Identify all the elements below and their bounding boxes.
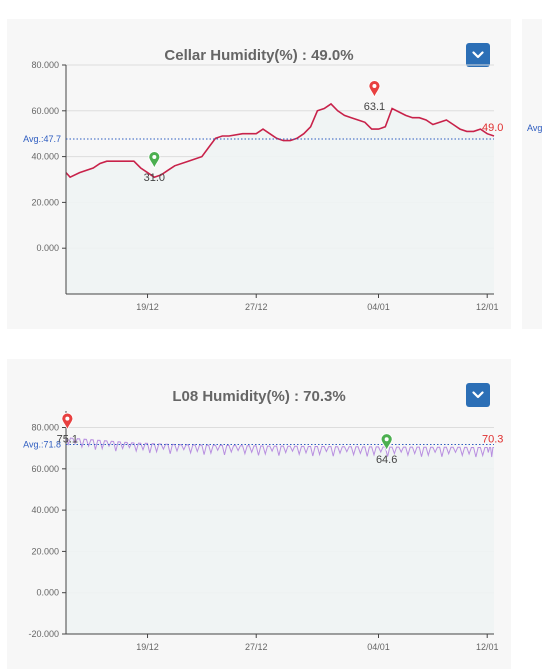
area-fill bbox=[66, 437, 494, 634]
y-tick-label: 0.000 bbox=[36, 243, 59, 253]
humidity-chart: 80.000 60.000 40.000 20.000 0.000 19/12 27/12 0… bbox=[23, 60, 503, 312]
last-value-label: 49.0 bbox=[482, 122, 503, 134]
chart-card-cellar-humidity: Cellar Humidity(%) : 49.0% 80.000 60.000 4… bbox=[7, 19, 511, 329]
y-tick-label: 40.000 bbox=[31, 152, 59, 162]
pin-dot bbox=[65, 416, 70, 421]
avg-label: Avg bbox=[527, 123, 542, 133]
series-line bbox=[65, 102, 495, 179]
x-tick-label: 19/12 bbox=[136, 642, 159, 652]
x-tick-label: 27/12 bbox=[245, 642, 268, 652]
pin-dot bbox=[384, 437, 389, 442]
max-pin-icon bbox=[368, 80, 381, 99]
last-value-label: 70.3 bbox=[482, 434, 503, 446]
min-marker-label: 31.0 bbox=[144, 172, 165, 184]
y-tick-label: 0.000 bbox=[36, 588, 59, 598]
pin-dot bbox=[152, 155, 157, 160]
humidity-chart: 80.000 60.000 40.000 20.000 0.000 -20.000 19/1… bbox=[23, 411, 503, 652]
x-tick-label: 12/01 bbox=[476, 302, 499, 312]
y-tick-label: 40.000 bbox=[31, 505, 59, 515]
x-tick-label: 04/01 bbox=[367, 302, 390, 312]
chart-title: Cellar Humidity(%) : 49.0% bbox=[164, 47, 354, 64]
dropdown-button[interactable] bbox=[466, 383, 490, 407]
y-tick-label: 80.000 bbox=[31, 60, 59, 70]
x-tick-label: 04/01 bbox=[367, 642, 390, 652]
x-tick-label: 27/12 bbox=[245, 302, 268, 312]
max-marker-label: 75.1 bbox=[57, 434, 78, 446]
chevron-down-icon bbox=[472, 391, 484, 399]
y-tick-label: 60.000 bbox=[31, 106, 59, 116]
series-line bbox=[65, 437, 494, 458]
max-pin-icon bbox=[61, 412, 74, 431]
x-tick-label: 19/12 bbox=[136, 302, 159, 312]
y-tick-label: -20.000 bbox=[28, 629, 59, 639]
x-tick-label: 12/01 bbox=[476, 642, 499, 652]
max-marker-label: 63.1 bbox=[364, 101, 385, 113]
chart-title: L08 Humidity(%) : 70.3% bbox=[172, 388, 346, 405]
chevron-down-icon bbox=[472, 51, 484, 59]
average-label: Avg.:71.8 bbox=[23, 439, 61, 449]
pin-dot bbox=[372, 84, 377, 89]
y-tick-label: 20.000 bbox=[31, 197, 59, 207]
y-tick-label: 80.000 bbox=[31, 423, 59, 433]
chart-card-l08-humidity: L08 Humidity(%) : 70.3% 80.000 60.000 40.0… bbox=[7, 359, 511, 669]
min-pin-icon bbox=[148, 151, 161, 170]
y-tick-label: 60.000 bbox=[31, 464, 59, 474]
dropdown-button[interactable] bbox=[466, 43, 490, 67]
area-fill bbox=[66, 103, 494, 295]
min-pin-icon bbox=[380, 433, 393, 452]
chart-card-partial bbox=[522, 19, 542, 329]
y-tick-label: 20.000 bbox=[31, 546, 59, 556]
average-label: Avg.:47.7 bbox=[23, 134, 61, 144]
min-marker-label: 64.6 bbox=[376, 454, 397, 466]
